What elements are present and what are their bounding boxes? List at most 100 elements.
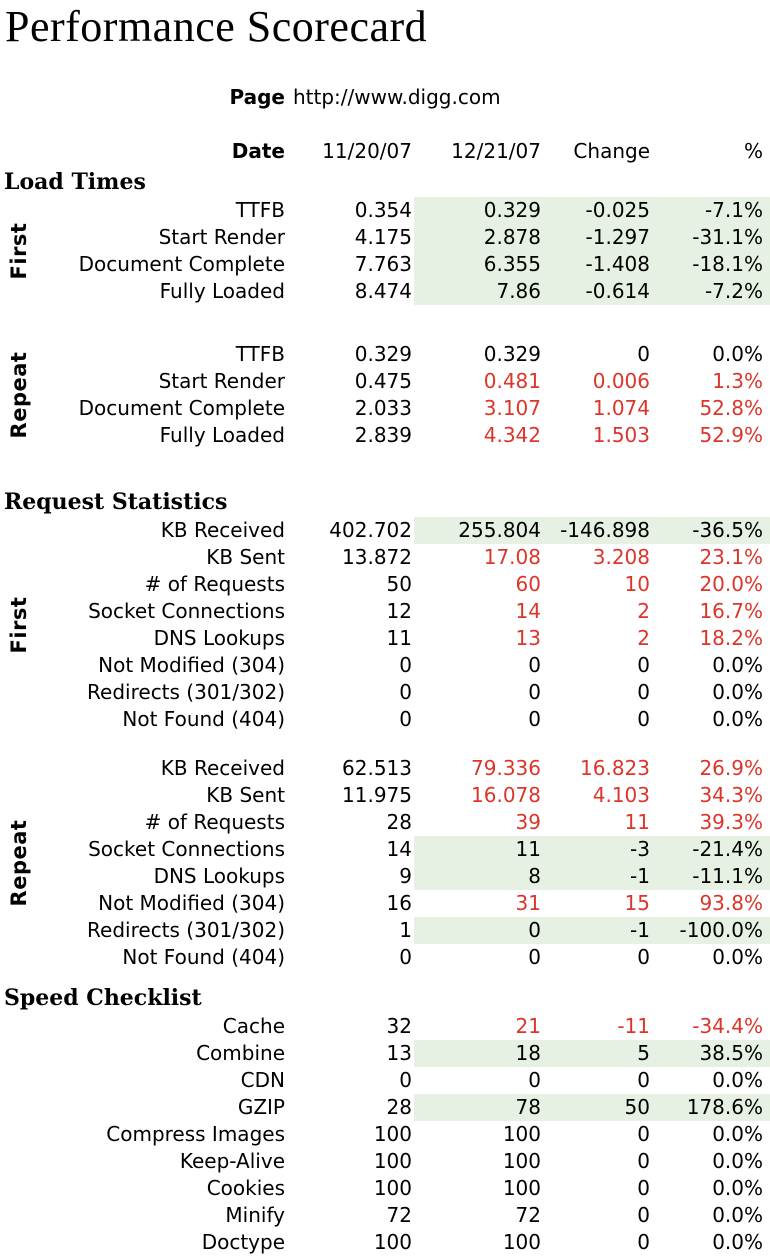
value-after: 18 xyxy=(414,1040,543,1067)
value-after: 0 xyxy=(528,1068,541,1092)
value-percent: -7.2% xyxy=(652,278,770,305)
metric-label: Document Complete xyxy=(78,252,285,276)
metric-label: Not Modified (304) xyxy=(98,653,285,677)
sections: Load Times First TTFB 0.354 0.329 -0.025 -7.1%… xyxy=(0,167,770,1256)
value-before: 0 xyxy=(399,680,412,704)
table-row: KB Sent 11.975 16.078 4.103 34.3% xyxy=(0,782,770,809)
page-label: Page xyxy=(229,85,286,109)
group-rotated-label: First xyxy=(7,222,31,280)
table-row: Start Render 4.175 2.878 -1.297 -31.1% xyxy=(0,224,770,251)
table-row: Not Modified (304) 16 31 15 93.8% xyxy=(0,890,770,917)
group-first: First KB Received 402.702 255.804 -146.898 -3… xyxy=(0,517,770,733)
column-header-date-before: 11/20/07 xyxy=(322,139,412,163)
value-before: 0 xyxy=(399,945,412,969)
value-percent: 52.8% xyxy=(699,396,763,420)
table-row: Socket Connections 14 11 -3 -21.4% xyxy=(0,836,770,863)
group-first: First TTFB 0.354 0.329 -0.025 -7.1% Start Rend… xyxy=(0,197,770,305)
metric-label: Start Render xyxy=(158,225,285,249)
table-row: GZIP 28 78 50 178.6% xyxy=(0,1094,770,1121)
table-row: Fully Loaded 2.839 4.342 1.503 52.9% xyxy=(0,422,770,449)
value-before: 32 xyxy=(386,1014,412,1038)
value-percent: 0.0% xyxy=(712,1230,763,1254)
value-percent: 20.0% xyxy=(699,572,763,596)
table-row: Keep-Alive 100 100 0 0.0% xyxy=(0,1148,770,1175)
section-speed-checklist: Speed Checklist Cache 32 21 -11 -34.4% Combine… xyxy=(0,983,770,1256)
value-change: 16.823 xyxy=(580,756,650,780)
table-row: # of Requests 50 60 10 20.0% xyxy=(0,571,770,598)
value-before: 1 xyxy=(399,918,412,942)
value-change: 15 xyxy=(624,891,650,915)
value-after: 14 xyxy=(515,599,541,623)
group-repeat: Repeat KB Received 62.513 79.336 16.823 26.9%… xyxy=(0,755,770,971)
value-before: 50 xyxy=(386,572,412,596)
table-row: Minify 72 72 0 0.0% xyxy=(0,1202,770,1229)
section-title: Load Times xyxy=(4,169,146,195)
group-rotated-label: First xyxy=(7,596,31,654)
value-before: 2.839 xyxy=(354,423,412,447)
value-before: 100 xyxy=(373,1230,412,1254)
value-percent: -18.1% xyxy=(652,251,770,278)
value-after: 39 xyxy=(515,810,541,834)
value-before: 100 xyxy=(373,1176,412,1200)
value-before: 14 xyxy=(386,837,412,861)
metric-label: KB Received xyxy=(160,518,285,542)
value-before: 13.872 xyxy=(342,545,412,569)
value-before: 28 xyxy=(386,1095,412,1119)
value-before: 9 xyxy=(399,864,412,888)
value-percent: 0.0% xyxy=(712,342,763,366)
value-percent: 0.0% xyxy=(712,1149,763,1173)
table-row: Fully Loaded 8.474 7.86 -0.614 -7.2% xyxy=(0,278,770,305)
metric-label: # of Requests xyxy=(144,810,285,834)
section-request-statistics: Request Statistics First KB Received 402.70… xyxy=(0,487,770,971)
value-after: 0.481 xyxy=(483,369,541,393)
value-after: 100 xyxy=(502,1122,541,1146)
value-change: 1.503 xyxy=(592,423,650,447)
value-before: 11.975 xyxy=(342,783,412,807)
metric-label: CDN xyxy=(240,1068,285,1092)
value-change: 0 xyxy=(637,1176,650,1200)
value-change: 4.103 xyxy=(592,783,650,807)
table-row: CDN 0 0 0 0.0% xyxy=(0,1067,770,1094)
section-title: Request Statistics xyxy=(4,489,228,515)
metric-label: Socket Connections xyxy=(88,599,285,623)
metric-label: Not Found (404) xyxy=(122,707,285,731)
value-before: 8.474 xyxy=(354,279,412,303)
value-percent: 18.2% xyxy=(699,626,763,650)
value-after: 255.804 xyxy=(414,517,543,544)
metric-label: Socket Connections xyxy=(88,837,285,861)
table-row: Socket Connections 12 14 2 16.7% xyxy=(0,598,770,625)
value-before: 0.329 xyxy=(354,342,412,366)
value-change: -1 xyxy=(543,917,652,944)
column-header-percent: % xyxy=(743,139,763,163)
value-percent: 26.9% xyxy=(699,756,763,780)
value-before: 72 xyxy=(386,1203,412,1227)
value-before: 28 xyxy=(386,810,412,834)
value-change: -1.408 xyxy=(543,251,652,278)
value-percent: 0.0% xyxy=(712,1176,763,1200)
value-after: 0.329 xyxy=(414,197,543,224)
table-row: DNS Lookups 9 8 -1 -11.1% xyxy=(0,863,770,890)
value-before: 0 xyxy=(399,707,412,731)
value-change: 10 xyxy=(624,572,650,596)
value-percent: 178.6% xyxy=(652,1094,770,1121)
date-label: Date xyxy=(231,139,285,163)
value-change: 11 xyxy=(624,810,650,834)
value-percent: 52.9% xyxy=(699,423,763,447)
value-percent: -31.1% xyxy=(652,224,770,251)
value-percent: 0.0% xyxy=(712,1203,763,1227)
group-flat: Cache 32 21 -11 -34.4% Combine 13 18 5 38.5% CDN 0 0… xyxy=(0,1013,770,1256)
table-row: Not Modified (304) 0 0 0 0.0% xyxy=(0,652,770,679)
table-row: DNS Lookups 11 13 2 18.2% xyxy=(0,625,770,652)
value-after: 21 xyxy=(515,1014,541,1038)
value-change: 1.074 xyxy=(592,396,650,420)
value-percent: 0.0% xyxy=(712,945,763,969)
group-repeat: Repeat TTFB 0.329 0.329 0 0.0% Start Render 0.4… xyxy=(0,341,770,449)
table-row: Not Found (404) 0 0 0 0.0% xyxy=(0,706,770,733)
value-after: 60 xyxy=(515,572,541,596)
value-percent: 0.0% xyxy=(712,653,763,677)
value-before: 100 xyxy=(373,1122,412,1146)
metric-label: Not Found (404) xyxy=(122,945,285,969)
metric-label: Keep-Alive xyxy=(179,1149,285,1173)
value-change: -1.297 xyxy=(543,224,652,251)
value-before: 2.033 xyxy=(354,396,412,420)
